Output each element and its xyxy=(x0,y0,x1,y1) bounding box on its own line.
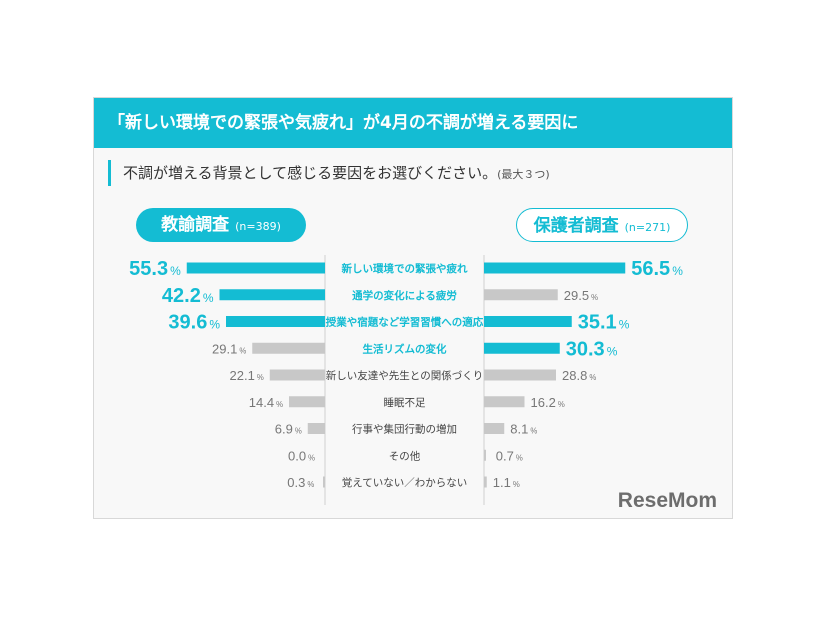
value-label: 39.6% xyxy=(168,312,220,334)
category-label: その他 xyxy=(389,449,421,462)
series-n: (n=271) xyxy=(624,221,671,234)
chart-title: 「新しい環境での緊張や気疲れ」が4月の不調が増える要因に xyxy=(94,98,732,148)
category-label: 新しい友達や先生との関係づくり xyxy=(326,369,483,382)
bar xyxy=(323,476,325,488)
series-name: 保護者調査 xyxy=(533,216,619,236)
question-label: 不調が増える背景として感じる要因をお選びください。 xyxy=(123,164,498,182)
bar xyxy=(484,262,626,274)
bar xyxy=(289,396,325,408)
value-label: 29.5% xyxy=(564,288,598,303)
question-note: (最大３つ) xyxy=(497,168,550,181)
series-n: (n=389) xyxy=(235,220,281,233)
value-label: 8.1% xyxy=(510,422,537,437)
bar xyxy=(484,369,556,381)
value-label: 16.2% xyxy=(531,395,565,410)
value-label: 0.3% xyxy=(287,475,314,490)
bar xyxy=(484,396,525,408)
chart-card: 「新しい環境での緊張や気疲れ」が4月の不調が増える要因に 不調が増える背景として… xyxy=(93,97,733,519)
category-label: 行事や集団行動の増加 xyxy=(352,423,457,436)
question-text: 不調が増える背景として感じる要因をお選びください。(最大３つ) xyxy=(108,160,550,186)
bar xyxy=(484,449,486,461)
teacher-survey-label: 教諭調査 (n=389) xyxy=(136,208,306,242)
bar xyxy=(186,262,325,274)
value-label: 22.1% xyxy=(230,368,264,383)
value-label: 42.2% xyxy=(162,285,214,307)
value-label: 14.4% xyxy=(249,395,283,410)
bar xyxy=(484,316,572,327)
bar xyxy=(269,369,325,381)
resemom-logo: ReseMom xyxy=(618,489,717,512)
category-label: 睡眠不足 xyxy=(384,396,426,409)
category-label: 新しい環境での緊張や疲れ xyxy=(342,262,468,275)
category-label: 授業や宿題など学習習慣への適応 xyxy=(326,316,484,329)
category-label: 生活リズムの変化 xyxy=(363,342,447,355)
bar xyxy=(484,476,487,488)
category-label: 覚えていない／わからない xyxy=(342,476,467,489)
bar xyxy=(484,423,505,434)
value-label: 6.9% xyxy=(275,422,302,437)
parent-survey-label: 保護者調査 (n=271) xyxy=(516,208,688,242)
value-label: 30.3% xyxy=(566,338,618,360)
bar xyxy=(226,316,325,327)
value-label: 28.8% xyxy=(562,368,596,383)
bar xyxy=(307,423,325,434)
value-label: 1.1% xyxy=(493,475,520,490)
bar xyxy=(252,342,325,354)
value-label: 55.3% xyxy=(129,258,181,280)
series-name: 教諭調査 xyxy=(161,215,230,235)
value-label: 35.1% xyxy=(578,312,630,334)
value-label: 0.0% xyxy=(288,448,315,463)
value-label: 56.5% xyxy=(631,258,683,280)
category-label: 通学の変化による疲労 xyxy=(352,289,457,302)
bar xyxy=(484,289,558,301)
value-label: 0.7% xyxy=(496,448,523,463)
value-label: 29.1% xyxy=(212,341,246,356)
bar xyxy=(219,289,325,301)
bar xyxy=(484,342,560,354)
